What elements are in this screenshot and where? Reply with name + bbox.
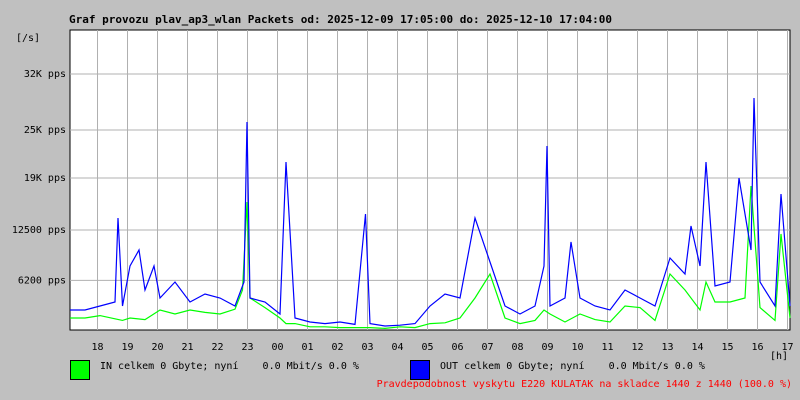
x-tick-label: 11 xyxy=(601,342,613,353)
x-tick-label: 23 xyxy=(241,342,253,353)
x-tick-label: 18 xyxy=(91,342,103,353)
y-axis-label: [/s] xyxy=(16,33,40,44)
y-ticks: 6200 pps 12500 pps 19K pps 25K pps 32K pps xyxy=(12,69,66,286)
x-tick-label: 15 xyxy=(721,342,733,353)
x-tick-label: 13 xyxy=(661,342,673,353)
y-tick-label: 6200 pps xyxy=(18,275,66,286)
plot-area xyxy=(69,29,791,331)
x-axis-unit: [h] xyxy=(770,351,788,362)
x-tick-label: 04 xyxy=(391,342,403,353)
y-tick-label: 25K pps xyxy=(24,125,66,136)
x-ticks: 18 19 20 21 22 23 00 01 02 03 04 05 06 07 08 09 10 11 12 13… xyxy=(91,342,793,353)
x-tick-label: 02 xyxy=(331,342,343,353)
series-line-out xyxy=(70,97,791,327)
x-tick-label: 07 xyxy=(481,342,493,353)
x-tick-label: 09 xyxy=(541,342,553,353)
x-tick-label: 08 xyxy=(511,342,523,353)
x-tick-label: 17 xyxy=(781,342,793,353)
x-tick-label: 05 xyxy=(421,342,433,353)
chart-title: Graf provozu plav_ap3_wlan Packets od: 2… xyxy=(69,13,612,26)
x-tick-label: 12 xyxy=(631,342,643,353)
y-tick-label: 32K pps xyxy=(24,69,66,80)
y-tick-label: 19K pps xyxy=(24,173,66,184)
x-tick-label: 01 xyxy=(301,342,313,353)
x-tick-label: 22 xyxy=(211,342,223,353)
x-tick-label: 20 xyxy=(151,342,163,353)
legend-out-label: OUT celkem 0 Gbyte; nyní 0.0 Mbit/s 0.0 … xyxy=(440,361,705,372)
y-tick-label: 12500 pps xyxy=(12,225,66,236)
x-tick-label: 03 xyxy=(361,342,373,353)
legend-in-swatch xyxy=(70,360,90,380)
x-tick-label: 10 xyxy=(571,342,583,353)
series-line-in xyxy=(70,185,791,330)
x-tick-label: 06 xyxy=(451,342,463,353)
x-tick-label: 19 xyxy=(121,342,133,353)
x-tick-label: 00 xyxy=(271,342,283,353)
footer-note: Pravdepodobnost vyskytu E220 KULATAK na … xyxy=(376,379,792,390)
series-lines xyxy=(70,97,791,330)
legend-out-swatch xyxy=(410,360,430,380)
x-tick-label: 21 xyxy=(181,342,193,353)
x-tick-label: 16 xyxy=(751,342,763,353)
x-tick-label: 14 xyxy=(691,342,703,353)
legend-in-label: IN celkem 0 Gbyte; nyní 0.0 Mbit/s 0.0 % xyxy=(100,361,359,372)
